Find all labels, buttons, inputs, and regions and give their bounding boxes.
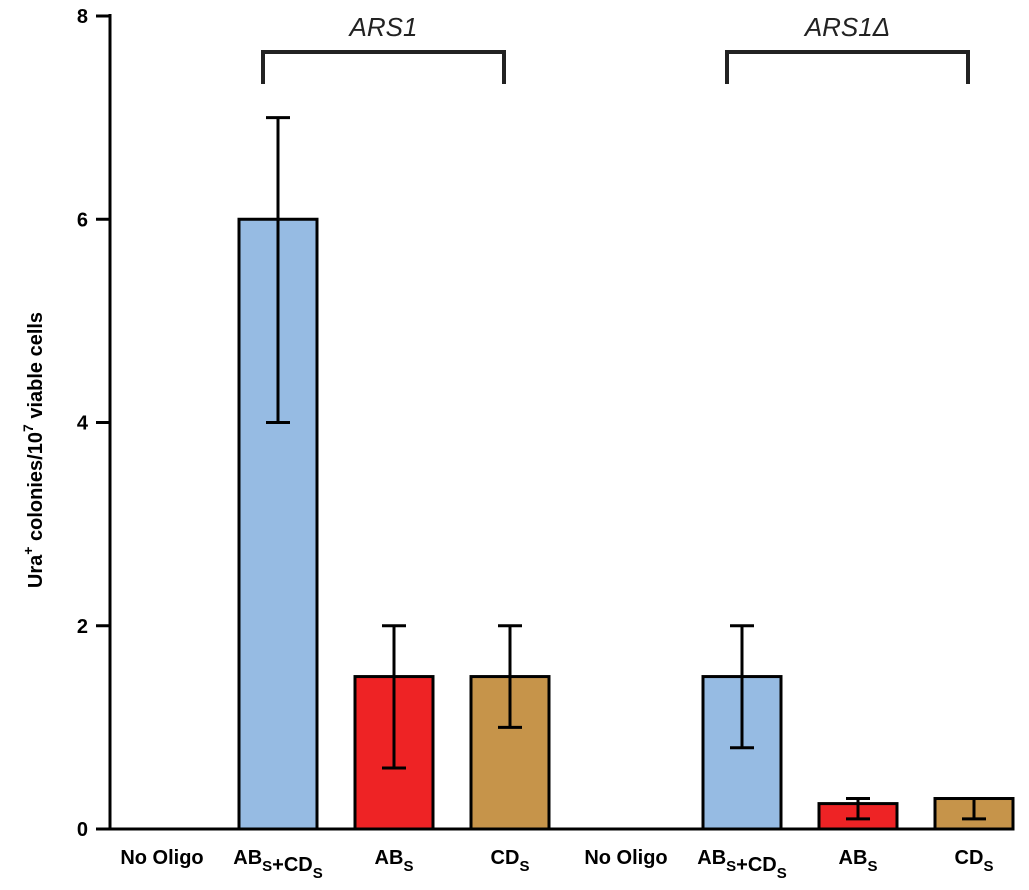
x-tick-label: ABS: [839, 847, 878, 875]
y-tick-label: 4: [77, 413, 89, 435]
x-tick-label: No Oligo: [584, 847, 667, 869]
group-bracket: [725, 50, 970, 84]
group-bracket: [261, 50, 506, 84]
x-tick-label: CDS: [491, 847, 530, 875]
x-tick-label: ABS+CDS: [697, 847, 787, 882]
y-axis-label-group: Ura+ colonies/107 viable cells: [20, 312, 47, 588]
error-bars: [266, 116, 986, 821]
y-tick-label: 0: [77, 819, 88, 841]
y-tick-label: 6: [77, 209, 88, 231]
y-tick-label: 2: [77, 616, 88, 638]
y-tick-label: 8: [77, 6, 88, 28]
x-tick-label: No Oligo: [120, 847, 203, 869]
y-axis-label: Ura+ colonies/107 viable cells: [20, 312, 47, 588]
x-axis: No Oligo ABS+CDS ABS CDS No Oligo ABS+CDS ABS C…: [108, 827, 1012, 882]
y-axis: 0 2 4 6 8: [77, 6, 112, 841]
group-label: ARS1: [348, 12, 418, 42]
x-tick-label: ABS+CDS: [233, 847, 323, 882]
x-tick-label: CDS: [955, 847, 994, 875]
bars: [237, 217, 1015, 831]
group-brackets: ARS1 ARS1Δ: [261, 12, 970, 84]
x-tick-label: ABS: [375, 847, 414, 875]
group-label: ARS1Δ: [803, 12, 890, 42]
